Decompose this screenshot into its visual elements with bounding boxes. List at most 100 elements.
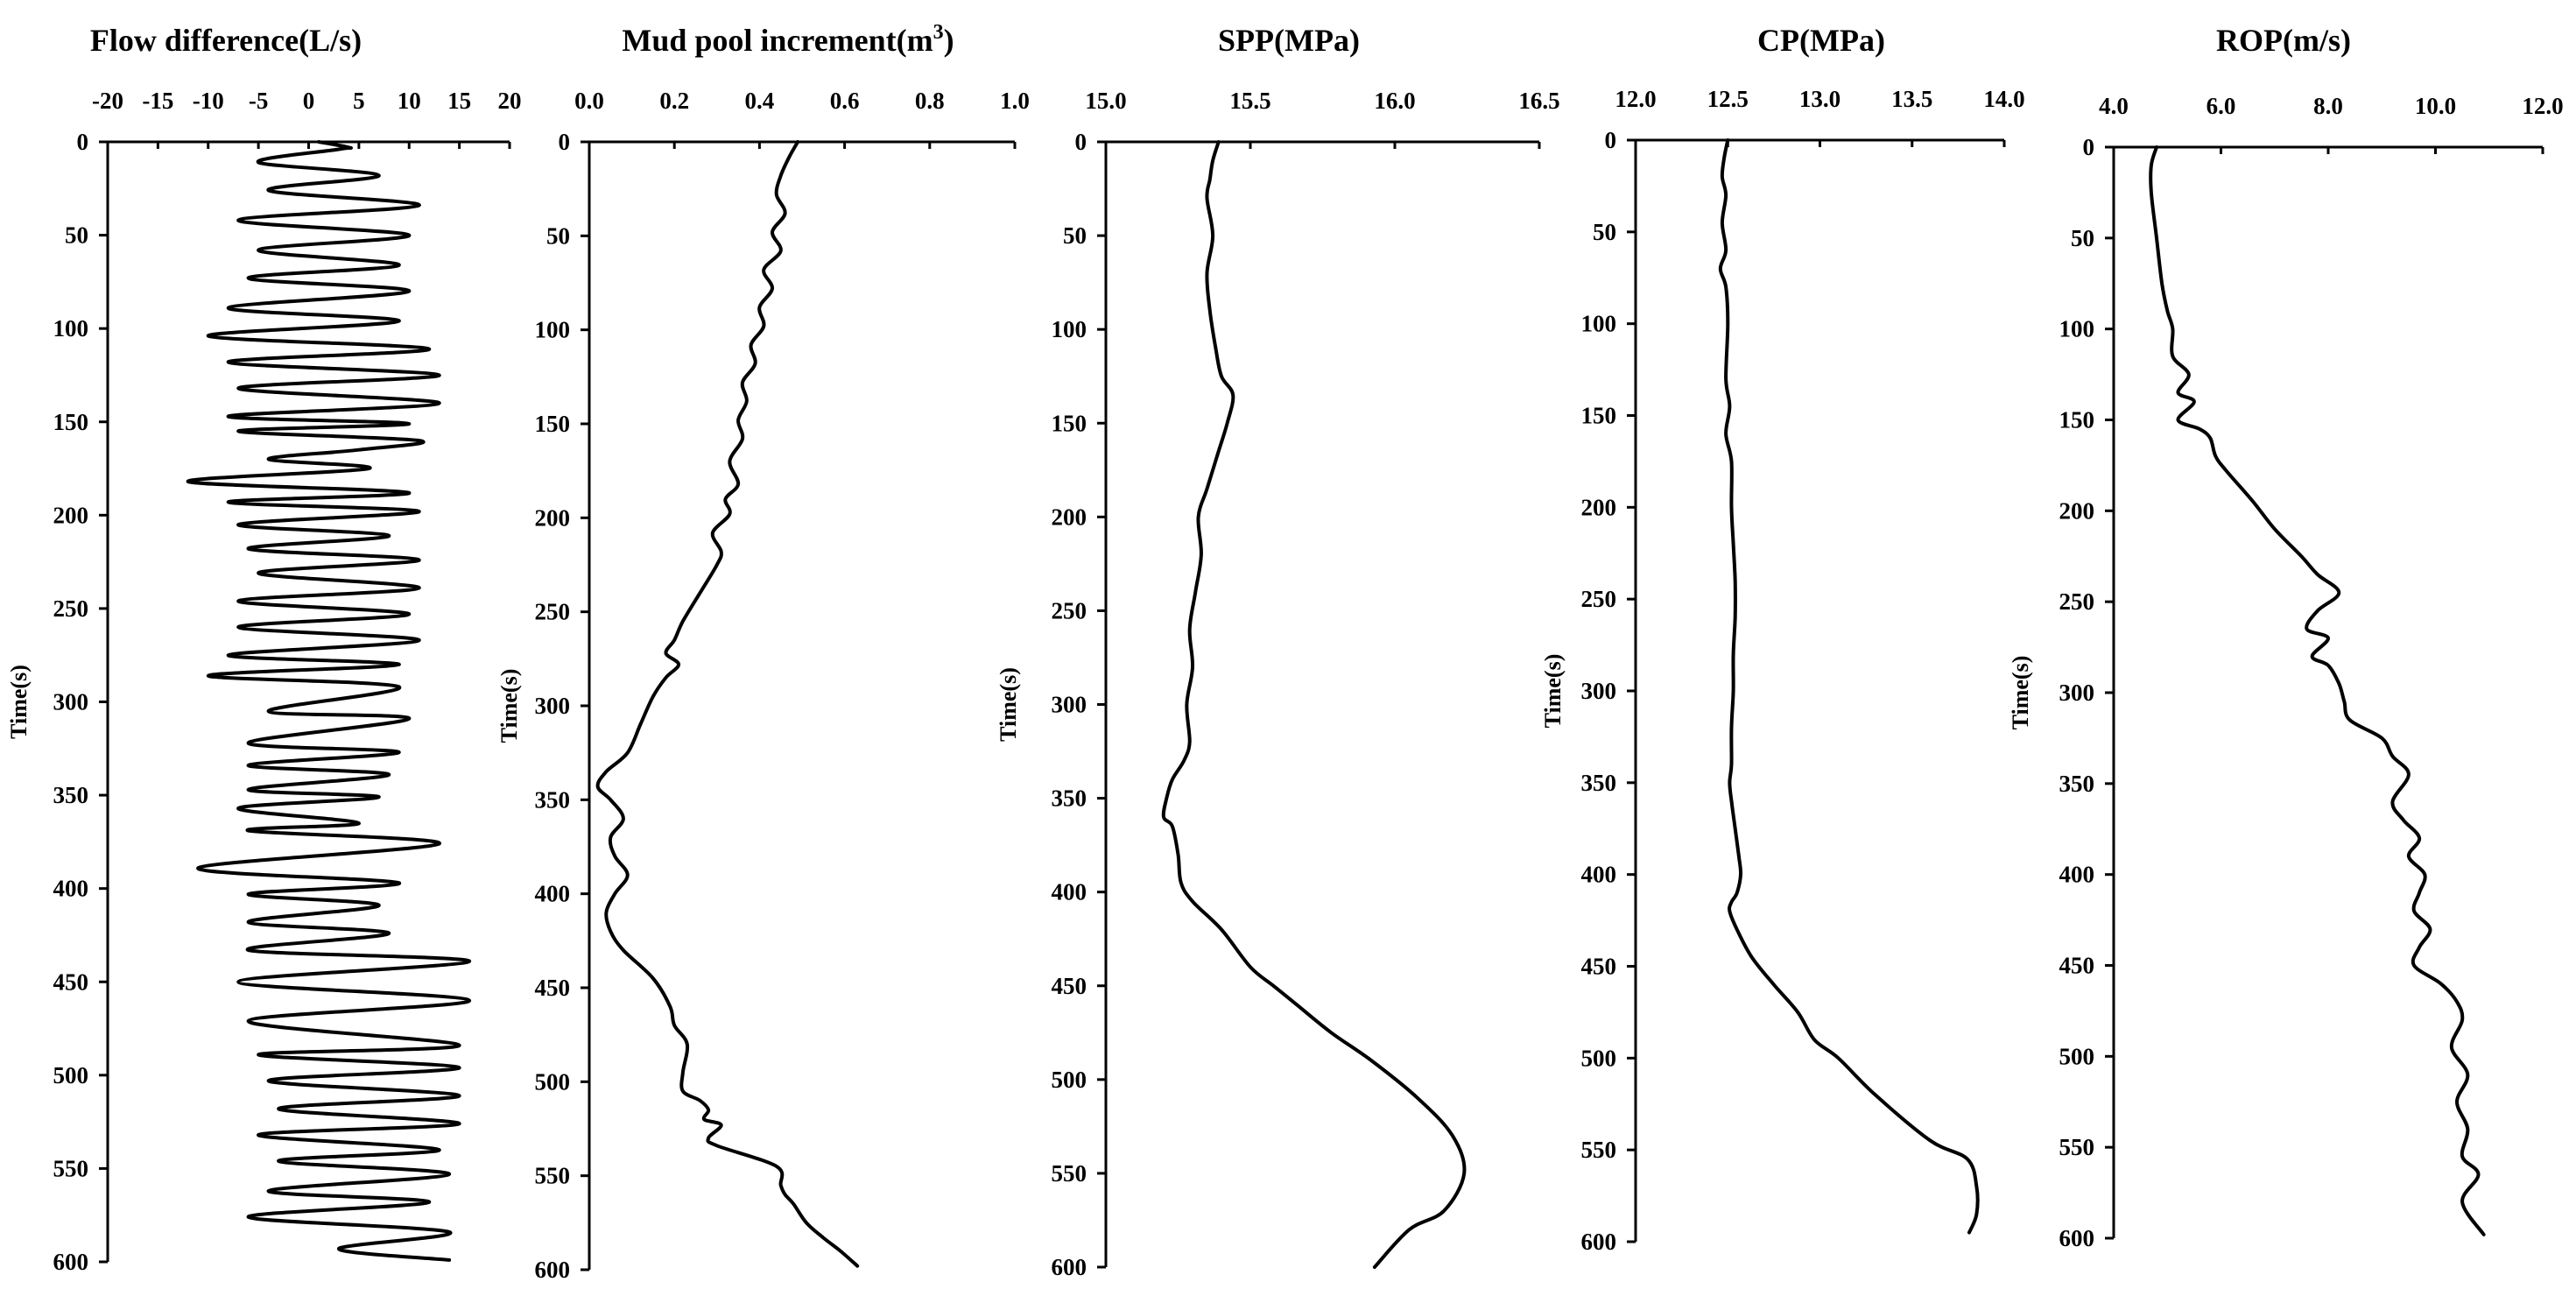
x-tick-label: 12.5 bbox=[1707, 86, 1749, 112]
y-tick-label: 150 bbox=[535, 411, 571, 437]
x-tick-label: -20 bbox=[92, 88, 123, 114]
y-tick-label: 100 bbox=[53, 315, 89, 342]
y-tick-label: 500 bbox=[2059, 1043, 2095, 1069]
y-tick-label: 150 bbox=[1052, 410, 1087, 436]
x-tick-label: 0.4 bbox=[745, 88, 775, 114]
y-tick-label: 550 bbox=[2059, 1134, 2095, 1160]
y-tick-label: 600 bbox=[53, 1249, 89, 1275]
x-tick-label: 5 bbox=[353, 88, 365, 114]
chart-panel-1: Flow difference(L/s)-20 -15 -10 -5 0 5 10 15 200… bbox=[6, 23, 522, 1275]
x-tick-label: 0.2 bbox=[659, 88, 689, 114]
x-tick-label: 12.0 bbox=[1615, 86, 1656, 112]
y-axis-label: Time(s) bbox=[496, 669, 522, 743]
y-tick-label: 50 bbox=[1063, 222, 1087, 249]
y-tick-label: 300 bbox=[53, 689, 89, 715]
y-axis-label: Time(s) bbox=[2008, 656, 2033, 730]
y-tick-label: 100 bbox=[1052, 316, 1087, 342]
y-tick-label: 600 bbox=[2059, 1225, 2095, 1251]
y-tick-label: 350 bbox=[53, 782, 89, 808]
y-tick-label: 550 bbox=[1581, 1137, 1617, 1163]
x-tick-label: -15 bbox=[142, 88, 173, 114]
chart-title: Flow difference(L/s) bbox=[90, 23, 362, 58]
y-tick-label: 500 bbox=[1052, 1067, 1087, 1093]
y-tick-label: 450 bbox=[535, 975, 571, 1001]
x-tick-label: 15 bbox=[447, 88, 471, 114]
chart-panel-4: CP(MPa) 12.0 12.5 13.0 13.5 14.0 0 50 100 150 200 2… bbox=[1540, 23, 2025, 1255]
x-tick-label: 8.0 bbox=[2313, 93, 2343, 119]
y-tick-label: 250 bbox=[53, 595, 89, 622]
y-tick-label: 0 bbox=[2083, 134, 2095, 160]
y-tick-label: 450 bbox=[1052, 973, 1087, 999]
chart-title: SPP(MPa) bbox=[1218, 23, 1360, 58]
series-line-1 bbox=[186, 140, 472, 1262]
x-tick-label: 12.0 bbox=[2522, 93, 2563, 119]
x-tick-label: 0.8 bbox=[915, 88, 945, 114]
x-tick-label: 0.6 bbox=[830, 88, 860, 114]
y-tick-label: 250 bbox=[535, 599, 571, 625]
y-tick-label: 600 bbox=[1581, 1229, 1617, 1255]
y-tick-label: 300 bbox=[1052, 692, 1087, 718]
y-tick-label: 500 bbox=[535, 1068, 571, 1095]
y-tick-label: 300 bbox=[1581, 678, 1617, 704]
x-tick-label: 15.0 bbox=[1085, 88, 1126, 114]
y-tick-label: 350 bbox=[2059, 771, 2095, 797]
y-tick-label: 0 bbox=[1075, 129, 1087, 155]
y-tick-label: 300 bbox=[535, 693, 571, 719]
series-line-1 bbox=[1718, 138, 1980, 1235]
y-tick-label: 50 bbox=[546, 222, 570, 249]
y-tick-label: 50 bbox=[1593, 219, 1616, 245]
y-tick-label: 350 bbox=[535, 786, 571, 813]
y-tick-label: 100 bbox=[535, 317, 571, 343]
y-tick-label: 450 bbox=[53, 968, 89, 995]
y-tick-label: 200 bbox=[2059, 497, 2095, 524]
x-tick-label: -10 bbox=[193, 88, 224, 114]
y-tick-label: 400 bbox=[1052, 879, 1087, 905]
chart-panel-5: ROP(m/s) 4.0 6.0 8.0 10.0 12.0 0 50 100 150 200 250… bbox=[2008, 23, 2564, 1251]
series-line-1 bbox=[2149, 145, 2486, 1236]
chart-title: CP(MPa) bbox=[1757, 23, 1885, 58]
y-tick-label: 600 bbox=[535, 1257, 571, 1283]
y-tick-label: 550 bbox=[535, 1163, 571, 1189]
chart-title: ROP(m/s) bbox=[2216, 23, 2351, 58]
x-tick-label: 15.5 bbox=[1229, 88, 1270, 114]
y-tick-label: 0 bbox=[559, 129, 571, 155]
y-tick-label: 50 bbox=[65, 222, 88, 249]
y-tick-label: 550 bbox=[53, 1155, 89, 1181]
y-tick-label: 400 bbox=[535, 881, 571, 907]
x-tick-label: 13.5 bbox=[1891, 86, 1932, 112]
y-tick-label: 100 bbox=[2059, 316, 2095, 342]
y-tick-label: 100 bbox=[1581, 311, 1617, 337]
y-tick-label: 200 bbox=[1052, 504, 1087, 530]
y-tick-label: 50 bbox=[2071, 225, 2094, 251]
y-tick-label: 400 bbox=[2059, 862, 2095, 888]
y-tick-label: 400 bbox=[1581, 862, 1617, 888]
series-line-1 bbox=[1161, 140, 1467, 1269]
y-tick-label: 200 bbox=[535, 504, 571, 531]
y-tick-label: 0 bbox=[77, 129, 89, 155]
y-tick-label: 250 bbox=[1052, 597, 1087, 623]
y-tick-label: 200 bbox=[53, 502, 89, 528]
x-tick-label: -5 bbox=[249, 88, 269, 114]
y-tick-label: 150 bbox=[53, 409, 89, 435]
y-tick-label: 200 bbox=[1581, 494, 1617, 520]
y-tick-label: 450 bbox=[2059, 953, 2095, 979]
x-tick-label: 0.0 bbox=[574, 88, 604, 114]
y-tick-label: 400 bbox=[53, 876, 89, 902]
y-axis-label: Time(s) bbox=[996, 667, 1021, 742]
x-tick-label: 14.0 bbox=[1983, 86, 2024, 112]
y-tick-label: 150 bbox=[2059, 407, 2095, 433]
y-axis-label: Time(s) bbox=[1540, 654, 1566, 729]
y-tick-label: 250 bbox=[2059, 588, 2095, 615]
y-tick-label: 350 bbox=[1052, 785, 1087, 812]
y-tick-label: 450 bbox=[1581, 954, 1617, 980]
y-tick-label: 0 bbox=[1605, 127, 1617, 153]
x-tick-label: 20 bbox=[498, 88, 522, 114]
x-tick-label: 13.0 bbox=[1799, 86, 1841, 112]
y-tick-label: 300 bbox=[2059, 680, 2095, 706]
chart-title: Mud pool increment(m3) bbox=[622, 21, 954, 58]
y-tick-label: 500 bbox=[1581, 1045, 1617, 1071]
y-axis-label: Time(s) bbox=[6, 665, 32, 739]
y-tick-label: 250 bbox=[1581, 586, 1617, 612]
y-tick-label: 500 bbox=[53, 1062, 89, 1088]
